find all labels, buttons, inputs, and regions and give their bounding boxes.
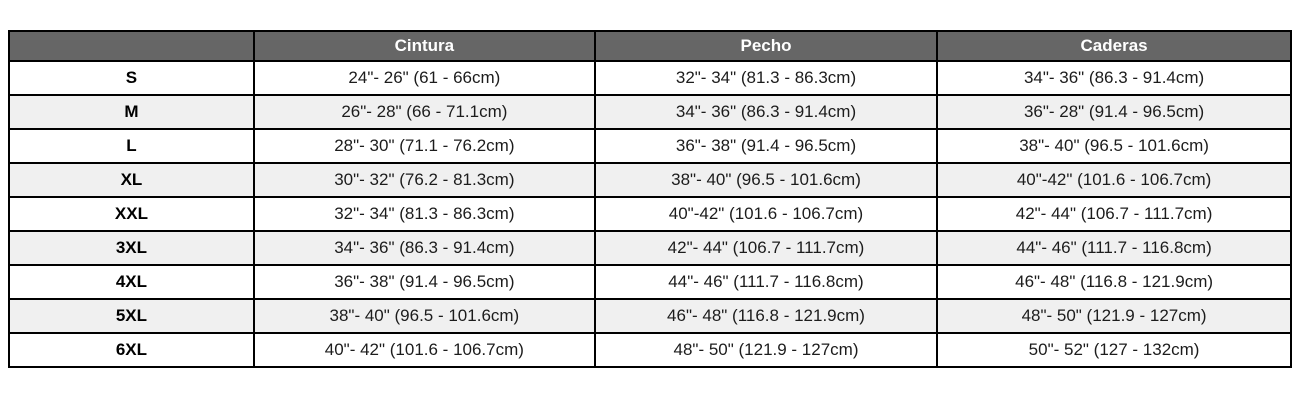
cintura-cell: 40"- 42" (101.6 - 106.7cm) bbox=[252, 332, 596, 368]
table-row: XXL 32"- 34" (81.3 - 86.3cm) 40"-42" (10… bbox=[8, 196, 1292, 232]
column-header-empty bbox=[8, 30, 255, 62]
caderas-cell: 50"- 52" (127 - 132cm) bbox=[936, 332, 1292, 368]
table-row: XL 30"- 32" (76.2 - 81.3cm) 38"- 40" (96… bbox=[8, 162, 1292, 198]
size-chart-table: Cintura Pecho Caderas S 24"- 26" (61 - 6… bbox=[8, 30, 1292, 368]
column-header-caderas: Caderas bbox=[936, 30, 1292, 62]
cintura-cell: 30"- 32" (76.2 - 81.3cm) bbox=[252, 162, 596, 198]
size-cell: M bbox=[8, 94, 255, 130]
caderas-cell: 44"- 46" (111.7 - 116.8cm) bbox=[936, 230, 1292, 266]
caderas-cell: 42"- 44" (106.7 - 111.7cm) bbox=[936, 196, 1292, 232]
table-row: 5XL 38"- 40" (96.5 - 101.6cm) 46"- 48" (… bbox=[8, 298, 1292, 334]
header-row: Cintura Pecho Caderas bbox=[8, 30, 1292, 62]
size-cell: 6XL bbox=[8, 332, 255, 368]
cintura-cell: 26"- 28" (66 - 71.1cm) bbox=[252, 94, 596, 130]
caderas-cell: 34"- 36" (86.3 - 91.4cm) bbox=[936, 60, 1292, 96]
cintura-cell: 28"- 30" (71.1 - 76.2cm) bbox=[252, 128, 596, 164]
size-cell: 5XL bbox=[8, 298, 255, 334]
cintura-cell: 38"- 40" (96.5 - 101.6cm) bbox=[252, 298, 596, 334]
pecho-cell: 48"- 50" (121.9 - 127cm) bbox=[593, 332, 939, 368]
caderas-cell: 46"- 48" (116.8 - 121.9cm) bbox=[936, 264, 1292, 300]
cintura-cell: 34"- 36" (86.3 - 91.4cm) bbox=[252, 230, 596, 266]
size-cell: XXL bbox=[8, 196, 255, 232]
column-header-cintura: Cintura bbox=[252, 30, 596, 62]
pecho-cell: 46"- 48" (116.8 - 121.9cm) bbox=[593, 298, 939, 334]
table-row: L 28"- 30" (71.1 - 76.2cm) 36"- 38" (91.… bbox=[8, 128, 1292, 164]
cintura-cell: 36"- 38" (91.4 - 96.5cm) bbox=[252, 264, 596, 300]
table-row: 6XL 40"- 42" (101.6 - 106.7cm) 48"- 50" … bbox=[8, 332, 1292, 368]
size-cell: L bbox=[8, 128, 255, 164]
cintura-cell: 32"- 34" (81.3 - 86.3cm) bbox=[252, 196, 596, 232]
pecho-cell: 36"- 38" (91.4 - 96.5cm) bbox=[593, 128, 939, 164]
cintura-cell: 24"- 26" (61 - 66cm) bbox=[252, 60, 596, 96]
pecho-cell: 32"- 34" (81.3 - 86.3cm) bbox=[593, 60, 939, 96]
size-cell: S bbox=[8, 60, 255, 96]
size-chart-container: Cintura Pecho Caderas S 24"- 26" (61 - 6… bbox=[8, 30, 1292, 368]
pecho-cell: 42"- 44" (106.7 - 111.7cm) bbox=[593, 230, 939, 266]
caderas-cell: 38"- 40" (96.5 - 101.6cm) bbox=[936, 128, 1292, 164]
table-row: M 26"- 28" (66 - 71.1cm) 34"- 36" (86.3 … bbox=[8, 94, 1292, 130]
pecho-cell: 38"- 40" (96.5 - 101.6cm) bbox=[593, 162, 939, 198]
caderas-cell: 48"- 50" (121.9 - 127cm) bbox=[936, 298, 1292, 334]
pecho-cell: 44"- 46" (111.7 - 116.8cm) bbox=[593, 264, 939, 300]
column-header-pecho: Pecho bbox=[593, 30, 939, 62]
table-row: S 24"- 26" (61 - 66cm) 32"- 34" (81.3 - … bbox=[8, 60, 1292, 96]
size-cell: 3XL bbox=[8, 230, 255, 266]
table-row: 4XL 36"- 38" (91.4 - 96.5cm) 44"- 46" (1… bbox=[8, 264, 1292, 300]
size-cell: 4XL bbox=[8, 264, 255, 300]
table-row: 3XL 34"- 36" (86.3 - 91.4cm) 42"- 44" (1… bbox=[8, 230, 1292, 266]
caderas-cell: 40"-42" (101.6 - 106.7cm) bbox=[936, 162, 1292, 198]
size-cell: XL bbox=[8, 162, 255, 198]
pecho-cell: 34"- 36" (86.3 - 91.4cm) bbox=[593, 94, 939, 130]
caderas-cell: 36"- 28" (91.4 - 96.5cm) bbox=[936, 94, 1292, 130]
pecho-cell: 40"-42" (101.6 - 106.7cm) bbox=[593, 196, 939, 232]
